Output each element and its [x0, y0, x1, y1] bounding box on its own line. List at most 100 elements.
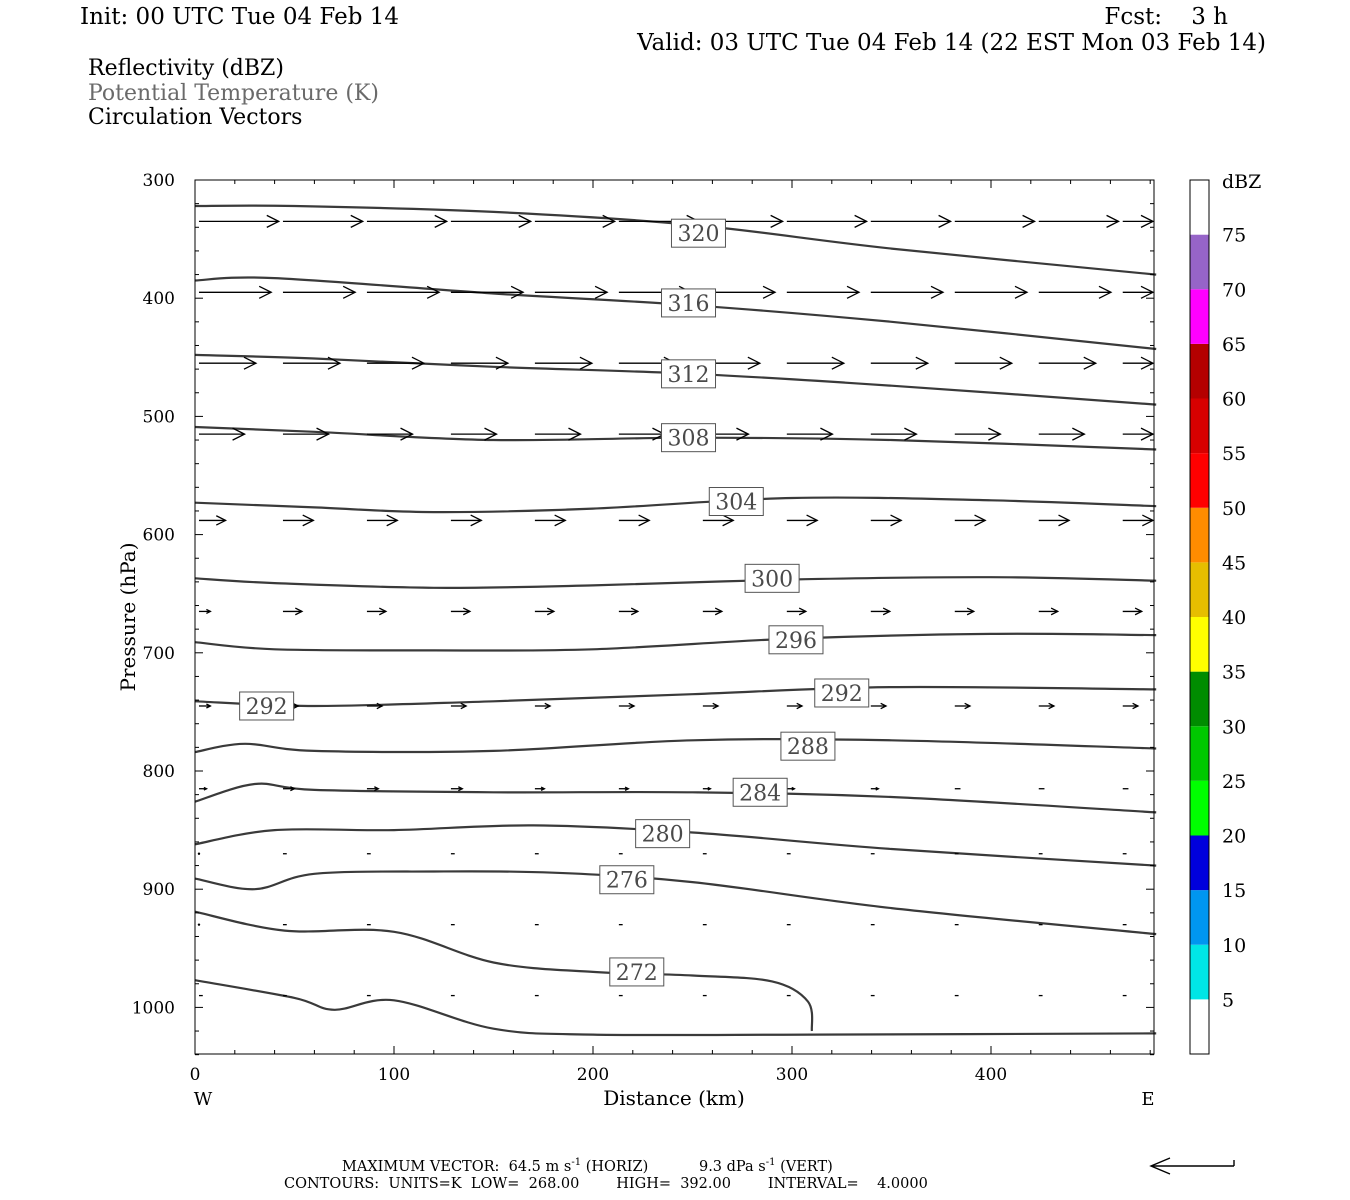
vector-arrowhead	[327, 356, 342, 370]
vector-arrowhead	[215, 515, 228, 526]
contour-line	[194, 782, 1157, 814]
contour-label: 276	[606, 869, 648, 894]
max-vector-horiz: 64.5 m s	[508, 1159, 572, 1175]
vector-arrowhead	[1134, 607, 1144, 616]
y-tick-label: 1000	[132, 998, 175, 1018]
contour-line	[194, 685, 1157, 708]
y-tick-label: 300	[143, 171, 175, 191]
vector-arrowhead	[458, 786, 464, 792]
vector-arrowhead	[518, 214, 533, 228]
vector-arrowhead	[915, 356, 930, 370]
vector-arrowhead	[232, 427, 247, 441]
colorbar-tick-label: 20	[1222, 826, 1246, 848]
x-tick-label: 0	[190, 1065, 201, 1085]
vector-arrowhead	[243, 356, 258, 370]
contour-label: 316	[668, 292, 710, 317]
vector-arrowhead	[904, 427, 918, 441]
vector-arrowhead	[714, 607, 724, 616]
x-tick-label: 300	[776, 1065, 808, 1085]
vector-arrowhead	[1140, 214, 1155, 228]
x-axis-label: Distance (km)	[603, 1086, 745, 1110]
colorbar-segment	[1190, 617, 1209, 672]
contour-label: 304	[715, 491, 757, 516]
vector-arrowhead	[594, 285, 609, 299]
contour-line	[194, 204, 1157, 276]
vector-arrowhead	[295, 607, 304, 616]
contour-line	[194, 979, 1157, 1037]
contour-label-box	[661, 359, 717, 389]
contour-line	[194, 737, 1157, 754]
contour-label-box	[635, 819, 691, 849]
vector-arrowhead	[628, 702, 636, 710]
contour-label-box	[744, 563, 800, 593]
contour-label: 292	[246, 695, 288, 720]
vector-arrowhead	[602, 214, 617, 228]
vector-arrowhead	[974, 514, 987, 527]
colorbar-segment	[1190, 562, 1209, 617]
vector-arrowhead	[290, 786, 296, 792]
vector-arrowhead	[579, 356, 594, 370]
colorbar-tick-label: 60	[1222, 389, 1246, 411]
axes-layer: 0 100 200 300 400 300 400 500 600 700 800 900 1000	[132, 171, 1154, 1085]
vector-arrowhead	[1132, 702, 1140, 710]
colorbar-tick-label: 65	[1222, 334, 1246, 356]
vector-arrowhead	[316, 427, 331, 441]
colorbar-tick-label: 15	[1222, 880, 1246, 902]
vector-arrowhead	[400, 427, 414, 441]
colorbar: 5 10 15 20 25 30 35 40 45 50 55 60 65 70 75	[1189, 179, 1246, 1055]
reference-vector-arrow	[1149, 1157, 1235, 1175]
vector-layer	[197, 214, 1155, 997]
colorbar-tick-label: 35	[1222, 662, 1246, 684]
vector-arrowhead	[831, 356, 846, 370]
contour-label: 308	[668, 427, 710, 452]
contour-line	[194, 276, 1157, 351]
horiz-exponent: -1	[571, 1157, 582, 1168]
vector-arrowhead	[266, 214, 281, 228]
y-tick-label: 800	[143, 762, 175, 782]
contour-label-box	[814, 678, 870, 708]
max-vector-line: MAXIMUM VECTOR: 64.5 m s-1 (HORIZ) 9.3 d…	[342, 1157, 833, 1175]
vector-arrowhead	[460, 702, 468, 710]
contour-label-box	[780, 731, 836, 761]
colorbar-segment	[1190, 780, 1209, 836]
contour-line	[194, 425, 1157, 451]
vector-arrowhead	[806, 514, 819, 527]
contour-line	[194, 496, 1157, 514]
vector-arrowhead	[762, 285, 777, 299]
vector-arrowhead	[544, 702, 552, 710]
field-label-reflectivity: Reflectivity (dBZ)	[88, 56, 284, 81]
colorbar-tick-label: 50	[1222, 498, 1246, 520]
vector-arrowhead	[890, 514, 903, 527]
vector-arrowhead	[875, 786, 880, 791]
vector-arrowhead	[376, 702, 384, 710]
y-tick-label: 700	[143, 644, 175, 664]
vector-arrowhead	[1083, 356, 1098, 370]
vector-arrowhead	[495, 356, 510, 370]
vector-arrowhead	[854, 214, 869, 228]
vector-arrowhead	[796, 702, 804, 710]
vector-arrowhead	[988, 427, 1002, 441]
forecast-hour: Fcst: 3 h	[1104, 4, 1228, 30]
contour-line	[194, 824, 1157, 867]
vector-arrowhead	[1098, 285, 1113, 299]
colorbar-segment	[1190, 180, 1209, 235]
vector-arrowhead	[1058, 514, 1071, 527]
contour-label: 312	[668, 363, 710, 388]
vector-arrowhead	[938, 214, 953, 228]
contour-label-box	[768, 625, 824, 655]
contour-label: 288	[787, 735, 829, 760]
vector-arrowhead	[462, 607, 472, 616]
vector-arrowhead	[434, 214, 449, 228]
colorbar-tick-label: 45	[1222, 552, 1246, 574]
contour-line	[194, 632, 1157, 652]
colorbar-segment	[1190, 234, 1209, 290]
y-tick-label: 900	[143, 880, 175, 900]
contour-label: 272	[616, 961, 658, 986]
colorbar-segment	[1190, 944, 1209, 1000]
colorbar-tick-label: 10	[1222, 935, 1246, 957]
vector-arrowhead	[374, 786, 380, 792]
contour-label-box	[599, 865, 655, 895]
colorbar-segment	[1190, 289, 1209, 344]
vector-arrowhead	[1050, 607, 1060, 616]
